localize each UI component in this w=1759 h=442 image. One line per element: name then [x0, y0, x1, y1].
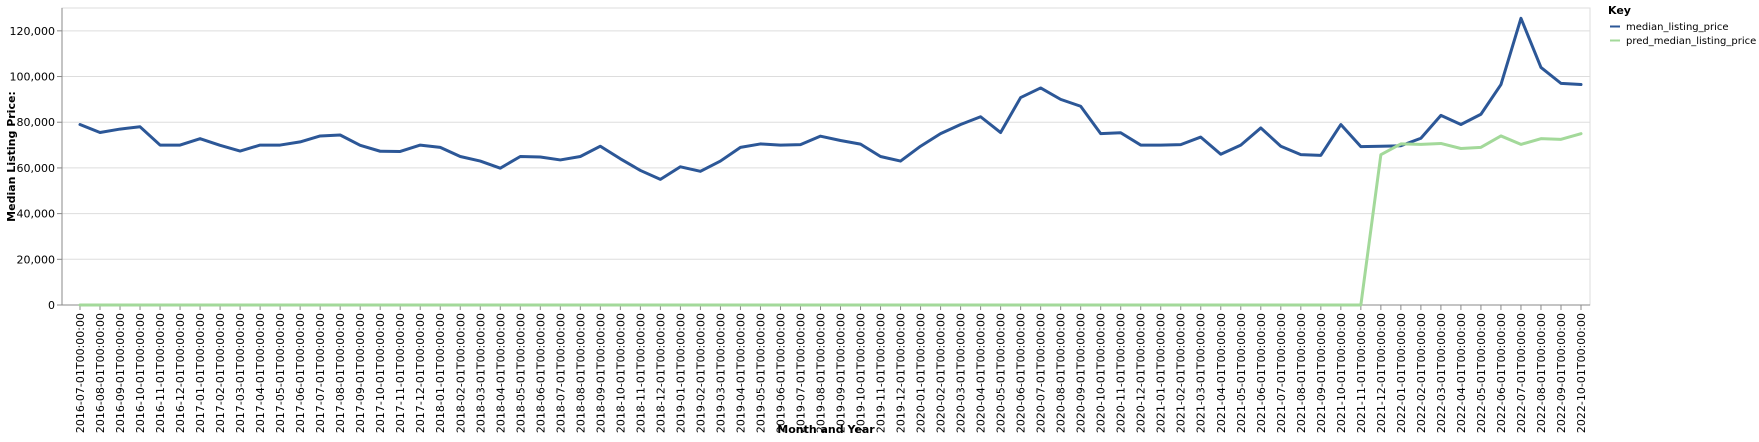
- x-tick-label: 2022-04-01T00:00:00: [1455, 313, 1468, 433]
- x-tick-label: 2016-12-01T00:00:00: [174, 313, 187, 433]
- legend-label: pred_median_listing_price: [1626, 36, 1756, 47]
- x-tick-label: 2020-02-01T00:00:00: [935, 313, 948, 433]
- x-tick-label: 2021-07-01T00:00:00: [1275, 313, 1288, 433]
- x-tick-label: 2018-04-01T00:00:00: [494, 313, 507, 433]
- x-tick-label: 2017-06-01T00:00:00: [294, 313, 307, 433]
- x-tick-label: 2017-05-01T00:00:00: [274, 313, 287, 433]
- x-tick-label: 2016-07-01T00:00:00: [74, 313, 87, 433]
- legend-label: median_listing_price: [1626, 22, 1729, 33]
- x-tick-label: 2018-10-01T00:00:00: [614, 313, 627, 433]
- x-tick-label: 2022-07-01T00:00:00: [1515, 313, 1528, 433]
- x-tick-label: 2019-06-01T00:00:00: [774, 313, 787, 433]
- x-tick-label: 2017-11-01T00:00:00: [394, 313, 407, 433]
- x-tick-label: 2019-12-01T00:00:00: [895, 313, 908, 433]
- x-tick-label: 2020-03-01T00:00:00: [955, 313, 968, 433]
- x-tick-label: 2017-08-01T00:00:00: [334, 313, 347, 433]
- x-tick-label: 2022-06-01T00:00:00: [1495, 313, 1508, 433]
- x-tick-label: 2021-01-01T00:00:00: [1155, 313, 1168, 433]
- x-tick-label: 2018-06-01T00:00:00: [534, 313, 547, 433]
- x-tick-label: 2019-08-01T00:00:00: [814, 313, 827, 433]
- x-axis-title: Month and Year: [777, 423, 875, 436]
- x-tick-label: 2020-05-01T00:00:00: [995, 313, 1008, 433]
- x-tick-label: 2021-12-01T00:00:00: [1375, 313, 1388, 433]
- x-tick-label: 2018-02-01T00:00:00: [454, 313, 467, 433]
- y-tick-label: 40,000: [17, 208, 56, 221]
- x-tick-label: 2021-04-01T00:00:00: [1215, 313, 1228, 433]
- x-tick-label: 2022-09-01T00:00:00: [1555, 313, 1568, 433]
- plot-frame: [61, 7, 1591, 306]
- x-tick-label: 2016-11-01T00:00:00: [154, 313, 167, 433]
- x-tick-label: 2020-09-01T00:00:00: [1075, 313, 1088, 433]
- x-tick-label: 2018-05-01T00:00:00: [514, 313, 527, 433]
- x-tick-label: 2021-05-01T00:00:00: [1235, 313, 1248, 433]
- x-tick-label: 2016-08-01T00:00:00: [94, 313, 107, 433]
- x-tick-label: 2019-04-01T00:00:00: [734, 313, 747, 433]
- x-tick-label: 2019-07-01T00:00:00: [794, 313, 807, 433]
- x-tick-label: 2022-10-01T00:00:00: [1575, 313, 1588, 433]
- x-tick-label: 2018-08-01T00:00:00: [574, 313, 587, 433]
- y-axis: 0 20,000 40,000 60,000 80,000 100,000 120,000: [10, 8, 63, 312]
- x-tick-label: 2021-03-01T00:00:00: [1195, 313, 1208, 433]
- x-axis: 2016-07-01T00:00:00 2016-08-01T00:00:00 20…: [62, 304, 1590, 433]
- x-tick-label: 2022-08-01T00:00:00: [1535, 313, 1548, 433]
- y-tick-label: 120,000: [10, 25, 56, 38]
- x-tick-label: 2017-04-01T00:00:00: [254, 313, 267, 433]
- x-tick-label: 2017-02-01T00:00:00: [214, 313, 227, 433]
- x-tick-label: 2018-03-01T00:00:00: [474, 313, 487, 433]
- series-line-pred-median-listing-price: [78, 132, 1583, 307]
- x-tick-label: 2019-11-01T00:00:00: [875, 313, 888, 433]
- y-axis-title: Median Listing Price:: [5, 91, 18, 222]
- x-tick-label: 2017-01-01T00:00:00: [194, 313, 207, 433]
- x-tick-label: 2020-01-01T00:00:00: [915, 313, 928, 433]
- x-tick-label: 2018-01-01T00:00:00: [434, 313, 447, 433]
- x-tick-label: 2016-10-01T00:00:00: [134, 313, 147, 433]
- x-tick-label: 2016-09-01T00:00:00: [114, 313, 127, 433]
- x-tick-label: 2017-07-01T00:00:00: [314, 313, 327, 433]
- x-tick-label: 2021-02-01T00:00:00: [1175, 313, 1188, 433]
- x-tick-label: 2020-10-01T00:00:00: [1095, 313, 1108, 433]
- x-tick-label: 2017-03-01T00:00:00: [234, 313, 247, 433]
- x-tick-label: 2020-07-01T00:00:00: [1035, 313, 1048, 433]
- x-tick-label: 2022-05-01T00:00:00: [1475, 313, 1488, 433]
- x-tick-label: 2017-09-01T00:00:00: [354, 313, 367, 433]
- x-tick-label: 2020-04-01T00:00:00: [975, 313, 988, 433]
- x-tick-label: 2019-05-01T00:00:00: [754, 313, 767, 433]
- x-tick-label: 2019-01-01T00:00:00: [674, 313, 687, 433]
- x-tick-label: 2018-09-01T00:00:00: [594, 313, 607, 433]
- series-line-median-listing-price: [78, 16, 1583, 181]
- x-tick-label: 2018-11-01T00:00:00: [634, 313, 647, 433]
- x-tick-label: 2018-12-01T00:00:00: [654, 313, 667, 433]
- x-tick-label: 2020-06-01T00:00:00: [1015, 313, 1028, 433]
- x-tick-label: 2019-10-01T00:00:00: [855, 313, 868, 433]
- x-tick-label: 2019-09-01T00:00:00: [835, 313, 848, 433]
- x-tick-label: 2022-02-01T00:00:00: [1415, 313, 1428, 433]
- x-tick-label: 2019-03-01T00:00:00: [714, 313, 727, 433]
- gridlines: [61, 7, 1591, 306]
- x-tick-label: 2018-07-01T00:00:00: [554, 313, 567, 433]
- y-tick-label: 100,000: [10, 71, 56, 84]
- series-lines: [78, 16, 1583, 307]
- y-tick-label: 0: [48, 299, 55, 312]
- x-tick-label: 2021-11-01T00:00:00: [1355, 313, 1368, 433]
- y-tick-label: 20,000: [17, 253, 56, 266]
- x-tick-label: 2022-01-01T00:00:00: [1395, 313, 1408, 433]
- x-tick-label: 2021-10-01T00:00:00: [1335, 313, 1348, 433]
- x-tick-label: 2021-06-01T00:00:00: [1255, 313, 1268, 433]
- x-tick-label: 2017-10-01T00:00:00: [374, 313, 387, 433]
- y-tick-label: 80,000: [17, 116, 56, 129]
- legend: Key median_listing_price pred_median_list…: [1608, 4, 1756, 47]
- x-tick-label: 2022-03-01T00:00:00: [1435, 313, 1448, 433]
- x-tick-label: 2020-11-01T00:00:00: [1115, 313, 1128, 433]
- x-tick-label: 2020-12-01T00:00:00: [1135, 313, 1148, 433]
- x-tick-label: 2017-12-01T00:00:00: [414, 313, 427, 433]
- x-tick-label: 2020-08-01T00:00:00: [1055, 313, 1068, 433]
- y-tick-label: 60,000: [17, 162, 56, 175]
- x-tick-label: 2021-09-01T00:00:00: [1315, 313, 1328, 433]
- x-tick-label: 2021-08-01T00:00:00: [1295, 313, 1308, 433]
- legend-title: Key: [1608, 4, 1631, 17]
- x-tick-label: 2019-02-01T00:00:00: [694, 313, 707, 433]
